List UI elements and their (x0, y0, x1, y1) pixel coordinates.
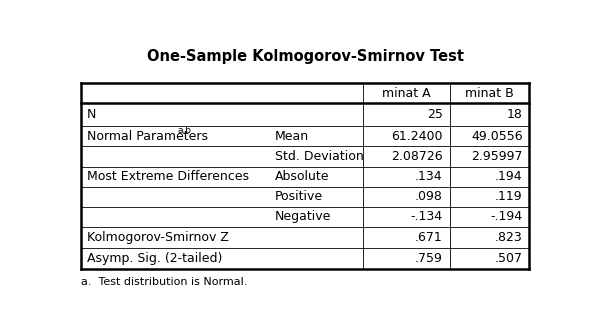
Text: 49.0556: 49.0556 (471, 130, 523, 143)
Text: .671: .671 (415, 231, 443, 244)
Text: minat A: minat A (382, 87, 431, 99)
Text: .823: .823 (495, 231, 523, 244)
Text: .098: .098 (415, 190, 443, 203)
Text: .119: .119 (495, 190, 523, 203)
Text: 2.08726: 2.08726 (391, 150, 443, 163)
Text: Normal Parameters: Normal Parameters (87, 130, 208, 143)
Text: minat B: minat B (465, 87, 514, 99)
Text: 18: 18 (507, 108, 523, 121)
Text: 25: 25 (427, 108, 443, 121)
Text: Negative: Negative (275, 210, 331, 223)
Text: a.  Test distribution is Normal.: a. Test distribution is Normal. (82, 277, 248, 287)
Text: .194: .194 (495, 170, 523, 183)
Text: 61.2400: 61.2400 (391, 130, 443, 143)
Text: 2.95997: 2.95997 (471, 150, 523, 163)
Text: -.194: -.194 (491, 210, 523, 223)
Text: One-Sample Kolmogorov-Smirnov Test: One-Sample Kolmogorov-Smirnov Test (147, 49, 464, 65)
Text: Most Extreme Differences: Most Extreme Differences (87, 170, 249, 183)
Text: .759: .759 (415, 252, 443, 265)
Text: -.134: -.134 (411, 210, 443, 223)
Text: Positive: Positive (275, 190, 322, 203)
Text: Mean: Mean (275, 130, 309, 143)
Text: Asymp. Sig. (2-tailed): Asymp. Sig. (2-tailed) (87, 252, 222, 265)
Text: Absolute: Absolute (275, 170, 329, 183)
Text: Kolmogorov-Smirnov Z: Kolmogorov-Smirnov Z (87, 231, 229, 244)
Text: .134: .134 (415, 170, 443, 183)
Text: .507: .507 (495, 252, 523, 265)
Text: a,b: a,b (178, 126, 192, 135)
Text: Std. Deviation: Std. Deviation (275, 150, 363, 163)
Text: N: N (87, 108, 97, 121)
